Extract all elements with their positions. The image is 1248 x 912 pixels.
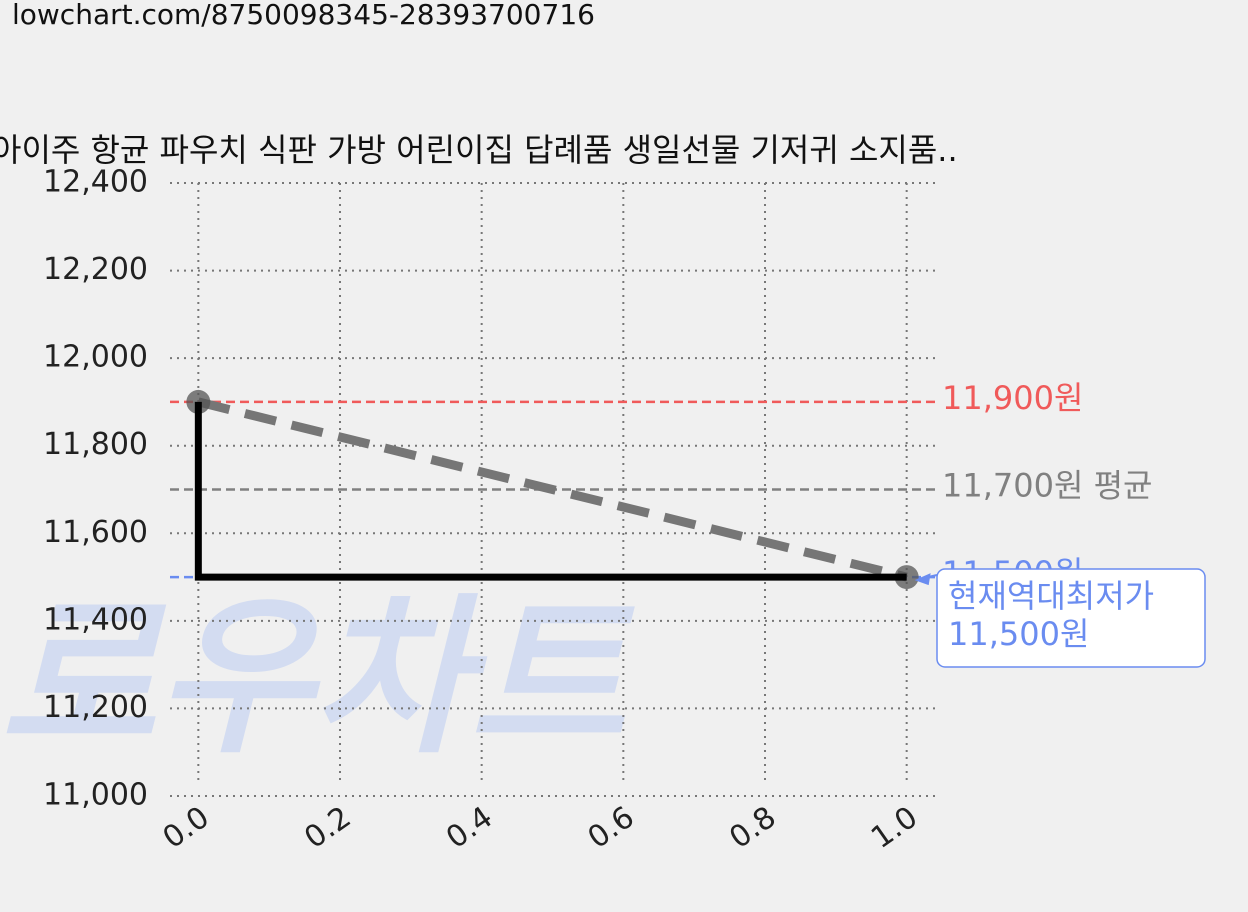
- series-line: [194, 401, 907, 581]
- y-tick-label: 11,200: [43, 690, 148, 725]
- x-tick-label: 0.4: [440, 800, 499, 856]
- reference-label: 11,900원: [942, 379, 1083, 417]
- x-tick-label: 1.0: [865, 800, 924, 856]
- annotation-box: [936, 568, 1206, 668]
- y-tick-label: 11,400: [43, 602, 148, 637]
- x-tick-label: 0.8: [723, 800, 782, 856]
- y-tick-label: 11,600: [43, 515, 148, 550]
- x-tick-label: 0.2: [298, 800, 357, 856]
- y-tick-label: 12,400: [43, 165, 148, 200]
- y-tick-label: 11,000: [43, 778, 148, 813]
- series-line: [197, 397, 908, 582]
- reference-label: 11,700원 평균: [942, 467, 1152, 505]
- annotation-text: 11,500원: [948, 615, 1089, 653]
- x-tick-label: 0.6: [582, 800, 641, 856]
- annotation-arrowhead: [914, 573, 931, 586]
- url: lowchart.com/8750098345-28393700716: [12, 0, 595, 31]
- chart-title: 아이주 항균 파우치 식판 가방 어린이집 답례품 생일선물 기저귀 소지품..: [0, 131, 958, 169]
- y-tick-label: 12,000: [43, 340, 148, 375]
- x-tick-label: 0.0: [157, 800, 216, 856]
- y-tick-label: 11,800: [43, 427, 148, 462]
- annotation-text: 현재역대최저가: [948, 577, 1154, 615]
- y-tick-label: 12,200: [43, 252, 148, 287]
- watermark: 로우차트: [0, 579, 635, 777]
